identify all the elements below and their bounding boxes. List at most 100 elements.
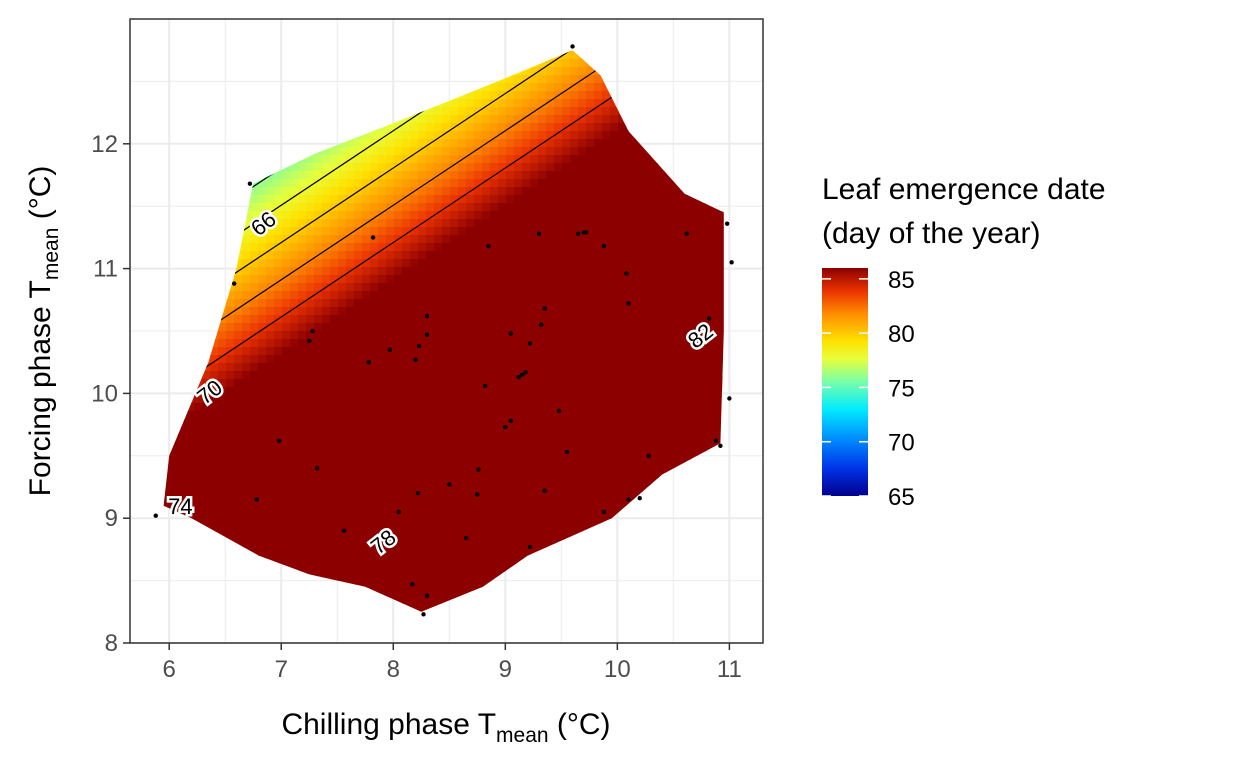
fill-cell: [522, 467, 531, 476]
fill-cell: [218, 507, 227, 516]
fill-cell: [258, 355, 267, 364]
fill-cell: [530, 155, 539, 164]
fill-cell: [322, 395, 331, 404]
fill-cell: [602, 219, 611, 228]
fill-cell: [578, 291, 587, 300]
fill-cell: [434, 315, 443, 324]
fill-cell: [522, 179, 531, 188]
fill-cell: [298, 203, 307, 212]
fill-cell: [498, 387, 507, 396]
fill-cell: [482, 451, 491, 460]
fill-cell: [578, 339, 587, 348]
fill-cell: [378, 507, 387, 516]
fill-cell: [546, 243, 555, 252]
fill-cell: [274, 531, 283, 540]
fill-cell: [314, 427, 323, 436]
fill-cell: [554, 275, 563, 284]
fill-cell: [498, 83, 507, 92]
fill-cell: [194, 435, 203, 444]
fill-cell: [538, 75, 547, 84]
fill-cell: [450, 435, 459, 444]
fill-cell: [306, 347, 315, 356]
fill-cell: [482, 475, 491, 484]
fill-cell: [274, 347, 283, 356]
fill-cell: [522, 491, 531, 500]
fill-cell: [274, 467, 283, 476]
fill-cell: [554, 347, 563, 356]
fill-cell: [434, 587, 443, 596]
fill-cell: [490, 563, 499, 572]
fill-cell: [498, 139, 507, 148]
fill-cell: [458, 363, 467, 372]
fill-cell: [578, 483, 587, 492]
fill-cell: [346, 379, 355, 388]
fill-cell: [474, 323, 483, 332]
fill-cell: [314, 483, 323, 492]
fill-cell: [234, 363, 243, 372]
fill-cell: [514, 259, 523, 268]
fill-cell: [426, 355, 435, 364]
fill-cell: [402, 539, 411, 548]
fill-cell: [434, 443, 443, 452]
fill-cell: [578, 83, 587, 92]
fill-cell: [450, 235, 459, 244]
fill-cell: [202, 507, 211, 516]
fill-cell: [306, 467, 315, 476]
fill-cell: [602, 323, 611, 332]
fill-cell: [330, 219, 339, 228]
fill-cell: [362, 291, 371, 300]
fill-cell: [370, 507, 379, 516]
fill-cell: [538, 283, 547, 292]
fill-cell: [322, 227, 331, 236]
fill-cell: [426, 547, 435, 556]
fill-cell: [634, 203, 643, 212]
fill-cell: [538, 187, 547, 196]
fill-cell: [298, 451, 307, 460]
fill-cell: [394, 147, 403, 156]
fill-cell: [330, 563, 339, 572]
fill-cell: [554, 419, 563, 428]
fill-cell: [458, 347, 467, 356]
fill-cell: [394, 187, 403, 196]
fill-cell: [346, 467, 355, 476]
fill-cell: [338, 475, 347, 484]
fill-cell: [570, 379, 579, 388]
fill-cell: [434, 459, 443, 468]
fill-cell: [274, 475, 283, 484]
fill-cell: [530, 363, 539, 372]
fill-cell: [314, 187, 323, 196]
fill-cell: [466, 203, 475, 212]
fill-cell: [578, 163, 587, 172]
fill-cell: [338, 507, 347, 516]
fill-cell: [354, 371, 363, 380]
fill-cell: [482, 115, 491, 124]
fill-cell: [314, 355, 323, 364]
fill-cell: [482, 267, 491, 276]
fill-cell: [522, 507, 531, 516]
fill-cell: [466, 363, 475, 372]
fill-cell: [322, 339, 331, 348]
fill-cell: [378, 331, 387, 340]
fill-cell: [458, 467, 467, 476]
fill-cell: [370, 275, 379, 284]
fill-cell: [370, 419, 379, 428]
fill-cell: [626, 179, 635, 188]
fill-cell: [618, 371, 627, 380]
fill-cell: [482, 443, 491, 452]
fill-cell: [274, 355, 283, 364]
fill-cell: [298, 235, 307, 244]
fill-cell: [322, 235, 331, 244]
fill-cell: [538, 147, 547, 156]
fill-cell: [538, 195, 547, 204]
fill-cell: [538, 291, 547, 300]
fill-cell: [554, 283, 563, 292]
fill-cell: [458, 211, 467, 220]
fill-cell: [314, 563, 323, 572]
fill-cell: [482, 571, 491, 580]
fill-cell: [482, 403, 491, 412]
fill-cell: [578, 187, 587, 196]
fill-cell: [514, 387, 523, 396]
fill-cell: [634, 163, 643, 172]
fill-cell: [442, 283, 451, 292]
fill-cell: [426, 507, 435, 516]
